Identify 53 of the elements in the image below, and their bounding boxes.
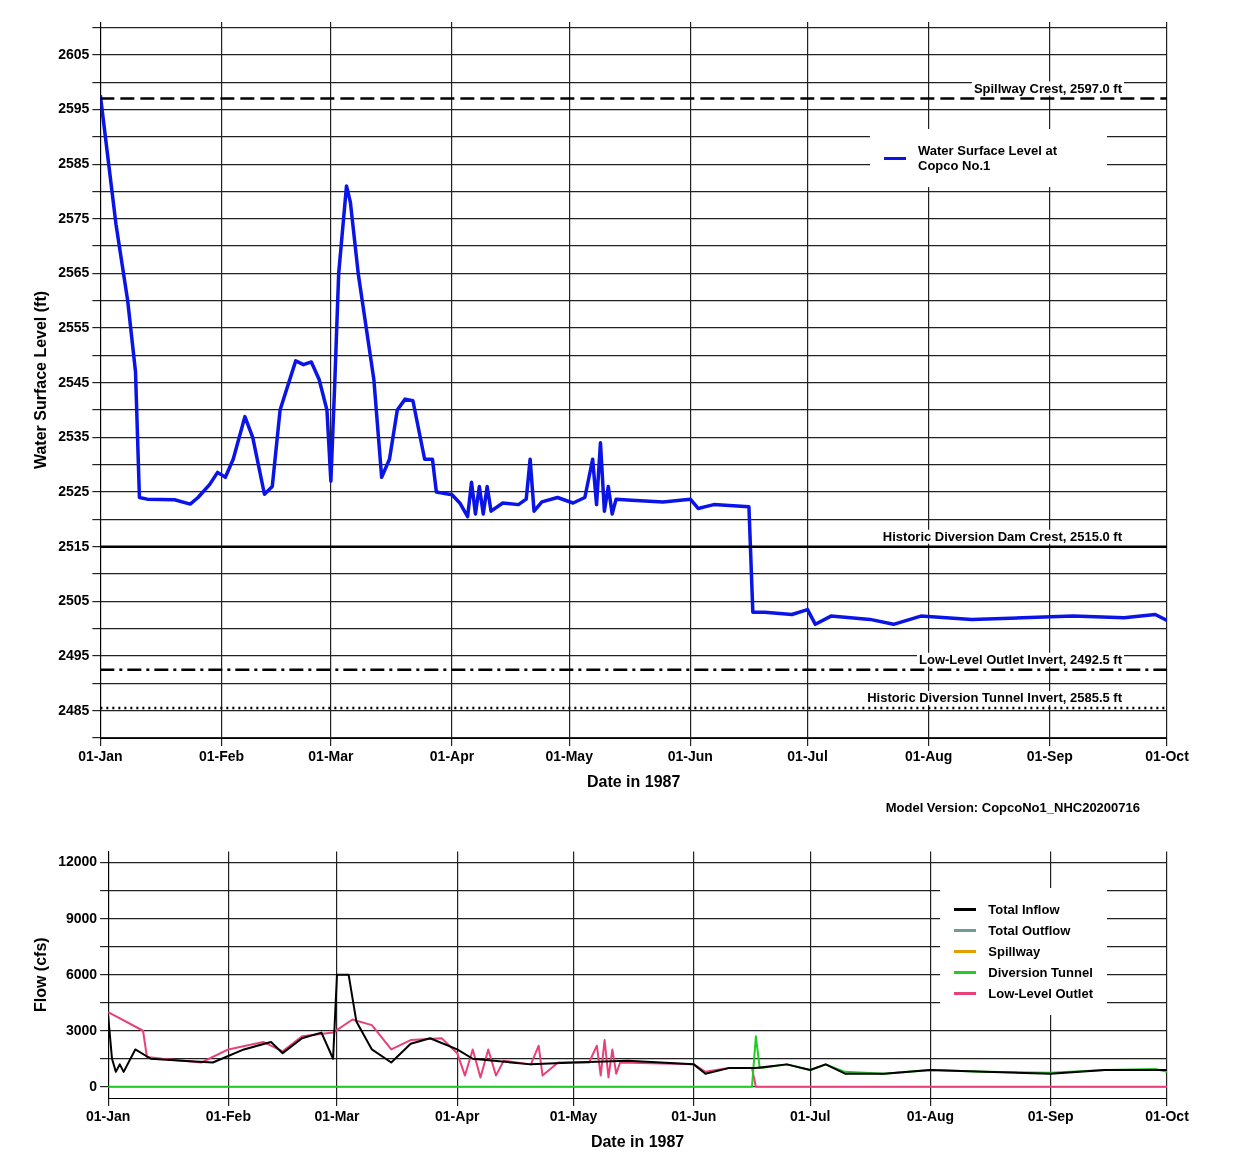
x-tick-label: 01-Jul [787,748,828,765]
y-tick-label: 2495 [58,646,90,663]
x-axis-title: Date in 1987 [590,1132,685,1150]
x-tick-label: 01-Aug [906,1108,955,1125]
x-tick-label: 01-Jan [85,1108,131,1125]
y-tick-label: 2535 [58,428,90,445]
x-tick-label: 01-Jul [789,1108,831,1125]
text: Model Version: CopcoNo1_NHC20200716 [884,800,1141,817]
y-tick-label: 2575 [58,209,90,226]
x-tick-label: 01-Oct [1145,1108,1190,1125]
legend-label: Total Inflow [988,902,1060,918]
y-axis-title: Flow (cfs) [32,937,50,1013]
y-tick-label: 2595 [58,100,90,117]
x-tick-label: 01-Feb [205,1108,251,1125]
x-tick-label: 01-Sep [1027,1108,1074,1125]
x-tick-label: 01-Sep [1026,748,1073,765]
ref-line-label: Historic Diversion Dam Crest, 2515.0 ft [882,528,1123,544]
x-tick-label: 01-Jan [78,748,123,765]
y-tick-label: 2525 [58,482,90,499]
legend-label: Low-Level Outlet [988,986,1093,1002]
ref-line-label: Historic Diversion Tunnel Invert, 2585.5 ft [867,690,1123,706]
x-tick-label: 01-Oct [1145,748,1190,765]
y-tick-label: 9000 [65,909,98,926]
legend-label: Water Surface Level at Copco No.1 [918,143,1058,174]
ref-line-label: Spillway Crest, 2597.0 ft [973,80,1123,96]
ref-line-label: Low-Level Outlet Invert, 2492.5 ft [919,651,1123,667]
y-axis-title: Water Surface Level (ft) [32,290,50,470]
y-tick-label: 2485 [58,701,90,718]
y-tick-label: 6000 [65,965,98,982]
legend-label: Diversion Tunnel [988,965,1093,981]
x-tick-label: 01-May [545,748,594,765]
y-tick-label: 0 [89,1077,98,1094]
y-tick-label: 12000 [58,853,98,870]
y-tick-label: 2545 [58,373,90,390]
x-axis-title: Date in 1987 [586,772,681,790]
x-tick-label: 01-Aug [904,748,953,765]
y-tick-label: 3000 [65,1021,98,1038]
x-tick-label: 01-Jun [667,748,713,765]
x-tick-label: 01-Apr [429,748,475,765]
y-tick-label: 2605 [58,45,90,62]
y-tick-label: 2505 [58,592,90,609]
x-tick-label: 01-Jun [671,1108,717,1125]
x-tick-label: 01-Mar [314,1108,361,1125]
y-tick-label: 2585 [58,154,90,171]
legend-label: Spillway [988,944,1041,960]
legend-label: Total Outflow [988,923,1071,939]
y-tick-label: 2565 [58,264,90,281]
y-tick-label: 2555 [58,318,90,335]
x-tick-label: 01-Apr [435,1108,480,1125]
x-tick-label: 01-Mar [308,748,354,765]
x-tick-label: 01-May [549,1108,598,1125]
x-tick-label: 01-Feb [198,748,245,765]
y-tick-label: 2515 [58,537,90,554]
